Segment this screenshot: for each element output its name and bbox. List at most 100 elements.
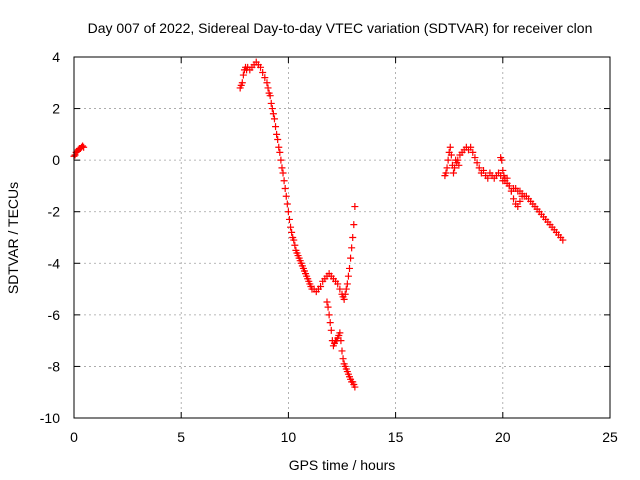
data-point <box>559 236 567 244</box>
data-point <box>507 187 515 195</box>
data-point <box>349 234 357 241</box>
data-point <box>266 92 274 100</box>
data-point <box>442 169 450 177</box>
data-point <box>238 79 246 87</box>
data-point <box>270 115 278 123</box>
x-tick-label: 25 <box>602 429 618 445</box>
data-point <box>288 228 296 236</box>
data-point <box>500 172 508 180</box>
data-point <box>327 326 335 334</box>
data-point <box>471 154 479 162</box>
y-tick-label: -8 <box>48 358 61 374</box>
data-point <box>290 236 298 244</box>
data-point <box>257 63 265 71</box>
x-tick-label: 10 <box>281 429 297 445</box>
data-point <box>451 164 459 172</box>
data-point <box>347 254 355 262</box>
data-point <box>323 298 331 306</box>
series-segment-3 <box>323 298 359 391</box>
data-point <box>510 195 518 203</box>
data-point <box>340 295 348 303</box>
data-point <box>443 164 451 172</box>
data-point <box>498 156 506 164</box>
data-point <box>279 169 287 177</box>
data-point <box>268 105 276 113</box>
y-tick-label: 2 <box>52 101 60 117</box>
data-point <box>317 282 325 290</box>
x-tick-label: 15 <box>388 429 404 445</box>
data-point <box>282 192 290 200</box>
data-point <box>239 71 247 79</box>
data-point <box>467 143 475 151</box>
data-point <box>336 285 344 293</box>
data-point <box>346 264 354 272</box>
series-segment-4 <box>441 143 567 244</box>
data-point <box>336 329 344 337</box>
data-point <box>259 68 267 76</box>
data-point <box>514 203 522 211</box>
series-segment-5 <box>497 154 526 211</box>
data-point <box>267 99 275 107</box>
data-point <box>351 383 359 391</box>
data-point <box>276 148 284 156</box>
data-point <box>480 166 488 174</box>
data-point <box>284 208 292 216</box>
data-point <box>455 161 463 169</box>
data-point <box>505 182 513 190</box>
data-point <box>454 156 462 164</box>
x-tick-label: 5 <box>177 429 185 445</box>
data-point <box>342 285 350 293</box>
data-point <box>269 110 277 118</box>
data-point <box>277 156 285 164</box>
data-point <box>516 197 524 205</box>
data-point <box>484 174 492 182</box>
data-point <box>447 151 455 159</box>
y-tick-label: -2 <box>48 204 61 220</box>
data-point <box>272 123 280 131</box>
y-tick-label: -6 <box>48 307 61 323</box>
data-point <box>274 136 282 144</box>
x-tick-label: 0 <box>70 429 78 445</box>
data-point <box>80 143 88 151</box>
data-point <box>473 159 481 167</box>
x-tick-labels: 0 5 10 15 20 25 <box>70 429 618 445</box>
data-point <box>350 221 358 229</box>
data-point <box>273 130 281 138</box>
data-point <box>341 290 349 298</box>
data-point <box>351 203 359 211</box>
series-segment-1 <box>70 142 88 160</box>
data-point <box>338 347 346 355</box>
grid-lines <box>74 57 610 418</box>
y-axis-title: SDTVAR / TECUs <box>5 182 21 294</box>
data-point <box>275 143 283 151</box>
data-point <box>291 241 299 249</box>
data-point <box>337 337 345 345</box>
data-point <box>280 177 288 185</box>
y-tick-label: -4 <box>48 255 61 271</box>
data-point <box>348 244 356 252</box>
data-point <box>499 166 507 174</box>
y-tick-label: 4 <box>52 49 60 65</box>
data-points <box>70 58 567 391</box>
data-point <box>324 303 332 311</box>
data-point <box>264 84 272 92</box>
data-point <box>261 74 269 82</box>
data-point <box>263 79 271 87</box>
data-point <box>334 280 342 288</box>
data-point <box>446 143 454 151</box>
data-point <box>518 192 526 200</box>
data-point <box>339 355 347 363</box>
data-point <box>281 185 289 193</box>
data-point <box>475 164 483 172</box>
data-point <box>343 280 351 288</box>
plot-frame <box>73 56 611 419</box>
y-tick-labels: -10 -8 -6 -4 -2 0 2 4 <box>40 49 60 426</box>
data-point <box>444 156 452 164</box>
data-point <box>285 215 293 223</box>
data-point <box>287 223 295 231</box>
data-point <box>469 148 477 156</box>
data-point <box>326 319 334 327</box>
chart-title: Day 007 of 2022, Sidereal Day-to-day VTE… <box>88 20 593 36</box>
x-axis-title: GPS time / hours <box>289 457 396 473</box>
